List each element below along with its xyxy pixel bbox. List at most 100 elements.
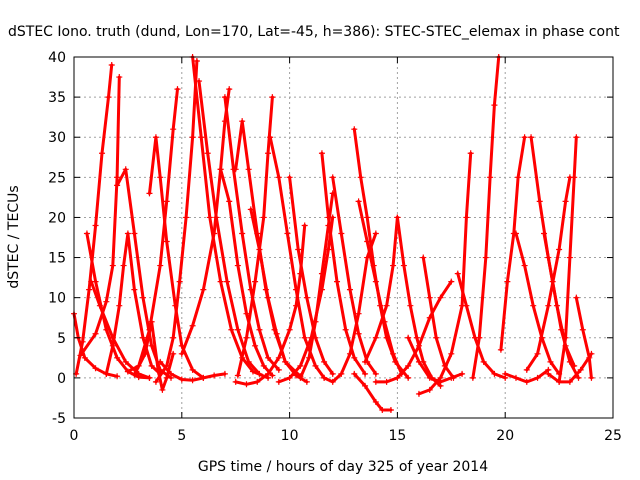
series-line	[357, 199, 404, 376]
data-point	[534, 374, 541, 381]
data-point	[224, 278, 231, 285]
data-point	[502, 370, 509, 377]
data-point	[155, 366, 162, 373]
data-point	[541, 230, 548, 237]
data-point	[571, 174, 578, 181]
data-point	[293, 372, 300, 379]
data-point	[157, 174, 164, 181]
data-point	[243, 381, 250, 388]
data-point	[200, 286, 207, 293]
data-point	[534, 350, 541, 357]
x-tick-label: 25	[604, 428, 622, 444]
data-point	[245, 358, 252, 365]
data-point	[318, 270, 325, 277]
series-trace	[247, 206, 310, 385]
data-point	[217, 166, 224, 173]
data-point	[189, 366, 196, 373]
data-point	[81, 354, 88, 361]
data-point	[362, 358, 369, 365]
data-point	[321, 374, 328, 381]
series-line	[331, 175, 378, 376]
data-point	[256, 326, 263, 333]
data-point	[189, 377, 196, 384]
data-point	[211, 372, 218, 379]
series-trace	[469, 54, 502, 381]
data-point	[383, 302, 390, 309]
data-point	[234, 372, 241, 379]
data-point	[249, 368, 256, 375]
data-point	[549, 278, 556, 285]
y-tick-label: 20	[48, 210, 66, 226]
data-point	[372, 398, 379, 405]
data-point	[437, 374, 444, 381]
data-point	[152, 134, 159, 141]
data-point	[256, 370, 263, 377]
series-trace	[196, 78, 263, 377]
data-point	[577, 366, 584, 373]
data-point	[275, 354, 282, 361]
data-point	[346, 286, 353, 293]
series-trace	[329, 174, 379, 377]
data-point	[329, 174, 336, 181]
x-tick-label: 20	[496, 428, 514, 444]
data-point	[269, 94, 276, 101]
data-point	[556, 246, 563, 253]
data-point	[163, 374, 170, 381]
series-trace	[502, 366, 552, 385]
data-point	[426, 294, 433, 301]
data-point	[226, 86, 233, 93]
data-point	[433, 334, 440, 341]
data-point	[217, 278, 224, 285]
series-trace	[420, 254, 457, 381]
data-point	[415, 358, 422, 365]
series-trace	[351, 370, 394, 413]
data-point	[566, 358, 573, 365]
data-point	[351, 126, 358, 133]
data-point	[437, 294, 444, 301]
data-point	[198, 134, 205, 141]
data-point	[267, 134, 274, 141]
series-line	[514, 232, 561, 376]
data-point	[342, 326, 349, 333]
data-point	[256, 246, 263, 253]
data-point	[148, 318, 155, 325]
data-point	[211, 230, 218, 237]
data-point	[450, 374, 457, 381]
series-trace	[178, 86, 233, 357]
data-point	[92, 330, 99, 337]
data-point	[415, 390, 422, 397]
y-tick-label: 30	[48, 130, 66, 146]
data-point	[83, 230, 90, 237]
data-point	[372, 334, 379, 341]
data-point	[297, 374, 304, 381]
data-point	[463, 214, 470, 221]
data-point	[357, 174, 364, 181]
data-point	[448, 350, 455, 357]
x-tick-label: 5	[177, 428, 186, 444]
data-point	[163, 198, 170, 205]
data-point	[139, 294, 146, 301]
y-tick-label: 15	[48, 251, 66, 267]
data-point	[286, 374, 293, 381]
series-trace	[152, 58, 200, 385]
data-point	[545, 370, 552, 377]
data-point	[454, 270, 461, 277]
data-point	[372, 278, 379, 285]
data-point	[329, 370, 336, 377]
data-point	[232, 378, 239, 385]
data-point	[260, 362, 267, 369]
data-point	[400, 262, 407, 269]
data-point	[114, 373, 121, 380]
data-point	[124, 368, 131, 375]
data-point	[234, 326, 241, 333]
data-point	[92, 365, 99, 372]
data-point	[245, 166, 252, 173]
data-point	[338, 230, 345, 237]
data-point	[114, 182, 121, 189]
data-point	[362, 382, 369, 389]
data-point	[105, 94, 112, 101]
data-point	[204, 150, 211, 157]
data-point	[383, 378, 390, 385]
data-point	[487, 174, 494, 181]
data-point	[103, 370, 110, 377]
